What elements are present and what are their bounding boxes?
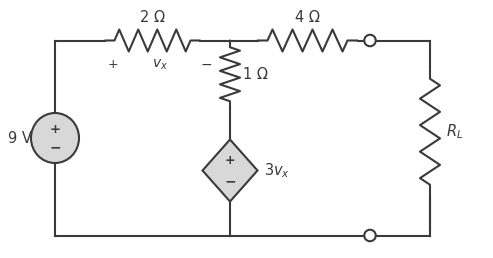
Text: 4 Ω: 4 Ω [295, 10, 320, 25]
Polygon shape [203, 140, 257, 201]
Text: +: + [49, 123, 61, 136]
Text: 9 V: 9 V [8, 131, 32, 146]
Text: $3v_x$: $3v_x$ [265, 161, 290, 180]
Circle shape [364, 230, 376, 241]
Circle shape [364, 35, 376, 46]
Text: +: + [107, 58, 118, 71]
Text: $R_L$: $R_L$ [446, 122, 463, 141]
Text: −: − [49, 141, 61, 155]
Text: +: + [225, 154, 235, 167]
Text: −: − [224, 174, 236, 189]
Text: 1 Ω: 1 Ω [243, 67, 267, 82]
Text: −: − [201, 58, 212, 71]
Text: $v_x$: $v_x$ [152, 57, 168, 72]
Text: 2 Ω: 2 Ω [140, 10, 165, 25]
Ellipse shape [31, 113, 79, 163]
